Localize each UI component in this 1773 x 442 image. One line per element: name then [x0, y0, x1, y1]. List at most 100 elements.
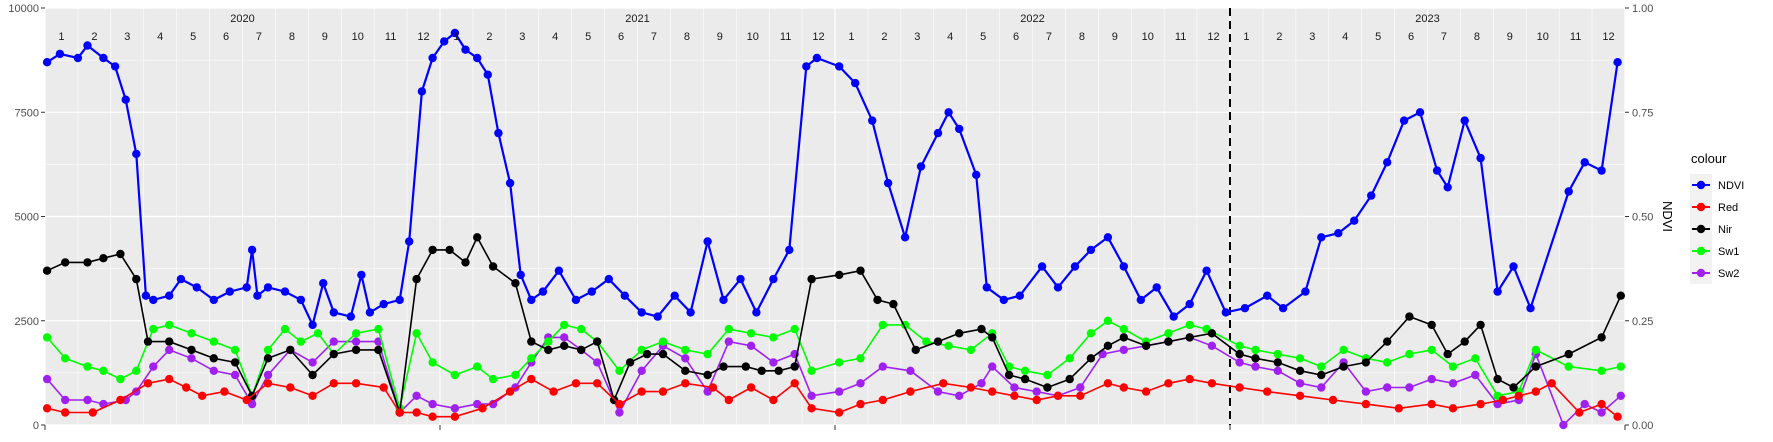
data-point-ndvi	[1383, 158, 1392, 167]
data-point-nir	[1564, 349, 1573, 359]
data-point-nir	[977, 324, 986, 334]
legend-key-point	[1696, 180, 1706, 190]
data-point-sw2	[1580, 399, 1589, 409]
data-point-ndvi	[461, 45, 470, 54]
data-point-sw1	[1405, 349, 1414, 359]
data-point-nir	[658, 349, 668, 359]
data-point-red	[1207, 379, 1217, 388]
data-point-ndvi	[1301, 287, 1310, 296]
month-label: 5	[585, 31, 591, 43]
data-point-nir	[308, 370, 317, 380]
data-point-nir	[473, 233, 482, 242]
data-point-nir	[132, 274, 141, 284]
data-point-ndvi	[719, 295, 728, 305]
legend-label: NDVI	[1718, 180, 1744, 192]
data-point-nir	[1443, 349, 1452, 359]
data-point-sw2	[615, 408, 624, 417]
data-point-red	[1053, 391, 1063, 400]
data-point-ndvi	[1152, 283, 1161, 292]
data-point-nir	[230, 358, 240, 367]
data-point-nir	[1427, 320, 1436, 330]
data-point-nir	[757, 366, 766, 375]
data-point-nir	[445, 245, 454, 255]
data-point-red	[286, 383, 295, 392]
data-point-sw1	[1339, 345, 1348, 355]
series-line-sw1	[46, 319, 1621, 409]
data-point-sw1	[746, 329, 756, 338]
legend-label: Sw2	[1718, 268, 1739, 280]
data-point-nir	[1509, 383, 1518, 392]
data-point-red	[1575, 408, 1584, 417]
data-point-red	[505, 387, 515, 396]
month-label: 2	[91, 31, 97, 43]
y-tick-label: 10000	[8, 3, 39, 15]
data-point-sw1	[99, 366, 108, 375]
data-point-ndvi	[686, 308, 695, 317]
data-point-sw2	[1207, 341, 1217, 350]
data-point-nir	[1361, 358, 1371, 367]
data-point-sw1	[351, 329, 361, 338]
data-point-red	[790, 379, 799, 388]
data-point-red	[746, 383, 756, 392]
data-point-sw2	[1405, 383, 1414, 392]
data-point-ndvi	[55, 49, 65, 59]
data-point-red	[658, 387, 668, 396]
month-label: 5	[980, 31, 986, 43]
data-point-nir	[286, 345, 295, 355]
month-label: 6	[1408, 31, 1414, 43]
data-point-ndvi	[637, 308, 646, 317]
data-point-nir	[263, 354, 273, 363]
data-point-nir	[1317, 370, 1326, 380]
data-point-sw1	[42, 333, 52, 342]
data-point-sw2	[988, 362, 997, 371]
year-label: 2020	[230, 13, 254, 25]
month-label: 5	[1375, 31, 1381, 43]
data-point-ndvi	[1086, 245, 1096, 255]
data-point-ndvi	[1119, 262, 1129, 271]
data-point-ndvi	[280, 287, 290, 296]
data-point-ndvi	[982, 283, 991, 292]
month-label: 10	[1537, 31, 1549, 43]
month-label: 11	[1570, 31, 1581, 43]
month-label: 8	[1474, 31, 1480, 43]
month-label: 7	[1441, 31, 1447, 43]
data-point-ndvi	[1240, 304, 1250, 313]
data-point-ndvi	[883, 178, 893, 188]
month-label: 4	[947, 31, 953, 43]
data-point-nir	[351, 345, 361, 355]
y2-tick-label: 1.00	[1632, 3, 1653, 15]
data-point-ndvi	[263, 283, 273, 292]
data-point-sw2	[209, 366, 218, 375]
data-point-red	[527, 374, 536, 384]
data-point-ndvi	[1278, 304, 1288, 313]
data-point-sw1	[1448, 362, 1458, 371]
data-point-ndvi	[1564, 187, 1573, 196]
data-point-red	[681, 379, 690, 388]
data-point-nir	[1043, 383, 1052, 392]
data-point-ndvi	[1509, 262, 1518, 271]
data-point-ndvi	[1493, 287, 1502, 296]
data-point-red	[165, 374, 174, 384]
data-point-ndvi	[209, 295, 218, 305]
data-point-sw1	[724, 324, 733, 334]
data-point-nir	[1004, 370, 1014, 380]
data-point-red	[198, 391, 207, 400]
data-point-ndvi	[1221, 308, 1231, 317]
month-label: 8	[1079, 31, 1085, 43]
data-point-sw1	[1471, 354, 1480, 363]
data-point-red	[1531, 387, 1541, 396]
data-point-ndvi	[417, 87, 427, 96]
data-point-red	[1597, 399, 1606, 409]
data-point-sw2	[906, 366, 915, 375]
data-point-ndvi	[972, 170, 981, 179]
month-label: 2	[1276, 31, 1282, 43]
data-point-nir	[1251, 354, 1260, 363]
data-point-ndvi	[900, 233, 910, 242]
data-point-ndvi	[1367, 191, 1376, 200]
data-point-ndvi	[242, 283, 251, 292]
data-point-nir	[1273, 358, 1283, 367]
data-point-sw2	[412, 391, 421, 400]
data-point-red	[1547, 379, 1556, 388]
data-point-sw1	[83, 362, 92, 371]
